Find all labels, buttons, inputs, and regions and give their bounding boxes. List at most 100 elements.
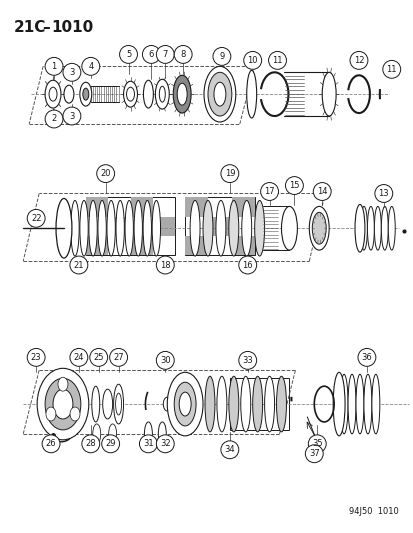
Ellipse shape <box>63 63 81 81</box>
Ellipse shape <box>27 209 45 227</box>
Ellipse shape <box>238 256 256 274</box>
Ellipse shape <box>56 198 72 258</box>
Text: 10: 10 <box>247 56 257 65</box>
Ellipse shape <box>221 441 238 459</box>
Ellipse shape <box>190 200 199 256</box>
Ellipse shape <box>62 200 70 256</box>
Bar <box>185 197 254 255</box>
Ellipse shape <box>116 200 124 256</box>
Ellipse shape <box>238 351 256 369</box>
Text: 1: 1 <box>51 62 57 71</box>
Ellipse shape <box>252 376 262 432</box>
Ellipse shape <box>240 376 250 432</box>
Text: 8: 8 <box>180 50 185 59</box>
Text: 35: 35 <box>311 439 322 448</box>
Ellipse shape <box>125 200 133 256</box>
Text: 26: 26 <box>45 439 56 448</box>
Text: 31: 31 <box>143 439 153 448</box>
Ellipse shape <box>139 435 157 453</box>
Ellipse shape <box>156 351 174 369</box>
Ellipse shape <box>228 376 238 432</box>
Ellipse shape <box>357 349 375 366</box>
Ellipse shape <box>260 183 278 200</box>
Ellipse shape <box>46 407 56 421</box>
Ellipse shape <box>347 374 355 434</box>
Text: 3: 3 <box>69 111 74 120</box>
Text: 36: 36 <box>361 353 371 362</box>
Ellipse shape <box>144 422 152 446</box>
Ellipse shape <box>228 200 238 256</box>
Ellipse shape <box>98 200 106 256</box>
Ellipse shape <box>159 86 165 102</box>
Bar <box>208 217 231 236</box>
Ellipse shape <box>42 435 60 453</box>
Ellipse shape <box>93 424 100 444</box>
Ellipse shape <box>155 79 169 109</box>
Ellipse shape <box>308 435 325 453</box>
Bar <box>130 197 152 217</box>
Ellipse shape <box>143 200 151 256</box>
Ellipse shape <box>374 184 392 203</box>
Text: 4: 4 <box>88 62 93 71</box>
Ellipse shape <box>71 200 79 256</box>
Bar <box>231 236 254 255</box>
Bar <box>229 378 289 430</box>
Ellipse shape <box>45 80 61 108</box>
Ellipse shape <box>214 82 225 106</box>
Ellipse shape <box>309 206 328 250</box>
Ellipse shape <box>102 389 112 419</box>
Ellipse shape <box>113 384 123 424</box>
Ellipse shape <box>45 58 63 75</box>
Ellipse shape <box>156 435 174 453</box>
Text: 24: 24 <box>74 353 84 362</box>
Text: 32: 32 <box>159 439 170 448</box>
Ellipse shape <box>123 81 137 107</box>
Ellipse shape <box>387 206 394 250</box>
Bar <box>85 197 108 217</box>
Text: 9: 9 <box>219 52 224 61</box>
Ellipse shape <box>246 70 256 118</box>
Text: 11: 11 <box>386 65 396 74</box>
Ellipse shape <box>204 376 214 432</box>
Ellipse shape <box>332 372 344 436</box>
Ellipse shape <box>349 52 367 69</box>
Bar <box>130 236 152 255</box>
Text: 6: 6 <box>148 50 154 59</box>
Ellipse shape <box>53 389 73 419</box>
Ellipse shape <box>92 386 100 422</box>
Ellipse shape <box>177 83 187 105</box>
Text: 37: 37 <box>308 449 319 458</box>
Ellipse shape <box>174 45 192 63</box>
Bar <box>185 197 208 217</box>
Ellipse shape <box>174 382 196 426</box>
Text: 27: 27 <box>113 353 123 362</box>
Ellipse shape <box>371 374 379 434</box>
Ellipse shape <box>382 60 400 78</box>
Ellipse shape <box>360 206 366 250</box>
Ellipse shape <box>82 58 100 75</box>
Text: 20: 20 <box>100 169 111 178</box>
Ellipse shape <box>70 407 80 421</box>
Text: 25: 25 <box>93 353 104 362</box>
Text: 29: 29 <box>105 439 116 448</box>
Ellipse shape <box>285 176 303 195</box>
Ellipse shape <box>167 372 202 436</box>
Ellipse shape <box>276 376 286 432</box>
Ellipse shape <box>202 200 212 256</box>
Ellipse shape <box>354 205 364 252</box>
Ellipse shape <box>173 75 191 113</box>
Text: 19: 19 <box>224 169 235 178</box>
Ellipse shape <box>115 393 121 415</box>
Ellipse shape <box>83 88 88 100</box>
Ellipse shape <box>321 72 335 116</box>
Ellipse shape <box>380 206 387 250</box>
Ellipse shape <box>254 200 264 256</box>
Ellipse shape <box>152 200 160 256</box>
Text: 28: 28 <box>85 439 96 448</box>
Text: 15: 15 <box>288 181 299 190</box>
Ellipse shape <box>264 376 274 432</box>
Ellipse shape <box>216 376 226 432</box>
Bar <box>231 197 254 217</box>
Ellipse shape <box>82 435 100 453</box>
Ellipse shape <box>119 45 137 63</box>
